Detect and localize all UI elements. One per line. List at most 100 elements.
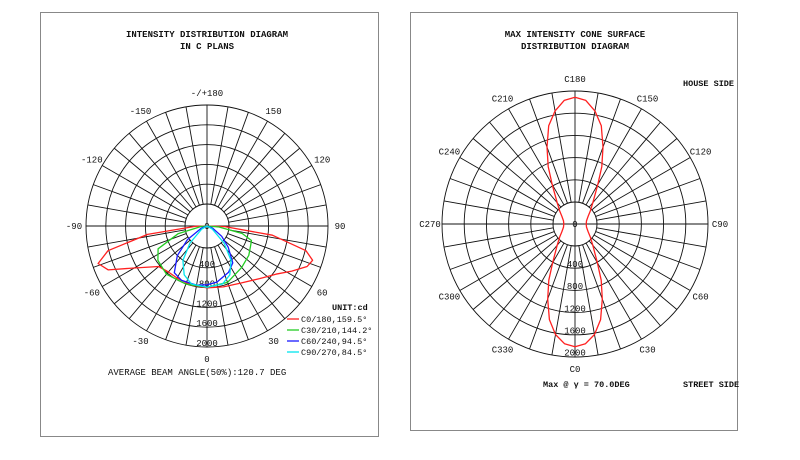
polar-spoke — [101, 165, 189, 216]
legend-label: C60/240,94.5° — [301, 337, 367, 347]
angle-label: 90 — [335, 222, 346, 232]
polar-spoke — [228, 204, 327, 223]
polar-spoke — [185, 247, 204, 346]
polar-spoke — [596, 227, 707, 248]
house-side-label: HOUSE SIDE — [683, 79, 734, 89]
polar-spoke — [225, 236, 313, 287]
angle-label: 30 — [268, 337, 279, 347]
ring-label: 2000 — [564, 349, 586, 359]
polar-spoke — [551, 245, 572, 356]
unit-label: UNIT:cd — [332, 303, 368, 313]
polar-spoke — [443, 227, 554, 248]
polar-spoke — [459, 234, 557, 291]
ring-label: 1200 — [564, 304, 586, 314]
angle-label: -90 — [66, 222, 82, 232]
angle-label: C240 — [439, 148, 461, 158]
polar-spoke — [225, 165, 313, 216]
polar-spoke — [217, 244, 268, 332]
polar-spoke — [529, 98, 568, 204]
average-beam-angle: AVERAGE BEAM ANGLE(50%):120.7 DEG — [108, 368, 286, 378]
angle-label: 60 — [317, 289, 328, 299]
polar-spoke — [591, 237, 678, 310]
polar-spoke — [223, 147, 300, 213]
ring-label: 1200 — [196, 299, 218, 309]
ring-label: 1600 — [564, 326, 586, 336]
polar-spoke — [595, 178, 701, 217]
max-gamma-note: Max @ γ = 70.0DEG — [543, 380, 630, 390]
polar-spoke — [593, 157, 691, 214]
polar-spoke — [146, 244, 197, 332]
polar-spoke — [214, 112, 249, 206]
polar-spoke — [585, 242, 642, 340]
polar-spoke — [472, 138, 559, 211]
legend-label: C30/210,144.2° — [301, 326, 372, 336]
polar-spoke — [582, 98, 621, 204]
angle-label: C120 — [690, 148, 712, 158]
polar-spoke — [578, 245, 599, 356]
angle-label: C270 — [419, 220, 441, 230]
right-panel-frame — [410, 12, 738, 431]
angle-label: 150 — [265, 107, 281, 117]
right-title-line1: MAX INTENSITY CONE SURFACE — [505, 30, 646, 40]
ring-label: 1600 — [196, 319, 218, 329]
polar-spoke — [101, 236, 189, 287]
polar-spoke — [593, 234, 691, 291]
polar-spoke — [210, 247, 229, 346]
street-side-label: STREET SIDE — [683, 380, 739, 390]
polar-spoke — [185, 106, 204, 205]
polar-spoke — [443, 200, 554, 221]
polar-spoke — [591, 138, 678, 211]
angle-label: C300 — [439, 293, 461, 303]
polar-spoke — [596, 200, 707, 221]
polar-spoke — [227, 184, 321, 219]
ring-label: 0 — [204, 222, 209, 232]
ring-label: 0 — [572, 220, 577, 230]
polar-spoke — [489, 121, 562, 208]
left-title-line1: INTENSITY DISTRIBUTION DIAGRAM — [126, 30, 288, 40]
left-polar-plot: 0400800120016002000-/+1801501209060300-3… — [66, 89, 346, 365]
polar-spoke — [449, 231, 555, 270]
angle-label: C60 — [692, 293, 708, 303]
polar-spoke — [595, 231, 701, 270]
polar-spoke — [472, 237, 559, 310]
intensity-curve — [97, 225, 314, 289]
legend: UNIT:cd C0/180,159.5°C30/210,144.2°C60/2… — [287, 303, 372, 358]
intensity-curve — [182, 225, 232, 288]
ring-label: 800 — [567, 282, 583, 292]
polar-spoke — [87, 204, 186, 223]
angle-label: C0 — [570, 365, 581, 375]
right-polar-plot: 0 400 800 1200 1600 2000 C0 C30 C60 C90 C120 C150 C1… — [419, 75, 728, 375]
polar-spoke — [508, 108, 565, 206]
angle-label: -150 — [130, 107, 152, 117]
polar-spoke — [489, 240, 562, 327]
angle-label: -120 — [81, 156, 103, 166]
polar-spoke — [220, 133, 286, 210]
polar-spoke — [128, 133, 194, 210]
angle-label: C150 — [637, 94, 659, 104]
angle-label: C180 — [564, 75, 586, 85]
polar-spoke — [508, 242, 565, 340]
polar-spoke — [165, 246, 200, 340]
polar-spoke — [228, 229, 327, 248]
polar-spoke — [223, 239, 300, 305]
legend-label: C90/270,84.5° — [301, 348, 367, 358]
angle-label: C210 — [492, 94, 514, 104]
polar-spoke — [588, 121, 661, 208]
polar-spoke — [114, 239, 191, 305]
polar-spoke — [146, 120, 197, 208]
right-title-line2: DISTRIBUTION DIAGRAM — [521, 42, 629, 52]
ring-label: 400 — [199, 260, 215, 270]
polar-spoke — [210, 106, 229, 205]
angle-label: C90 — [712, 220, 728, 230]
angle-label: 0 — [204, 355, 209, 365]
polar-spoke — [449, 178, 555, 217]
left-title-line2: IN C PLANS — [180, 42, 235, 52]
polar-spoke — [165, 112, 200, 206]
angle-label: -/+180 — [191, 89, 223, 99]
ring-label: 400 — [567, 260, 583, 270]
angle-label: C30 — [639, 346, 655, 356]
polar-spoke — [529, 244, 568, 350]
ring-label: 2000 — [196, 339, 218, 349]
left-panel-frame — [40, 12, 379, 437]
